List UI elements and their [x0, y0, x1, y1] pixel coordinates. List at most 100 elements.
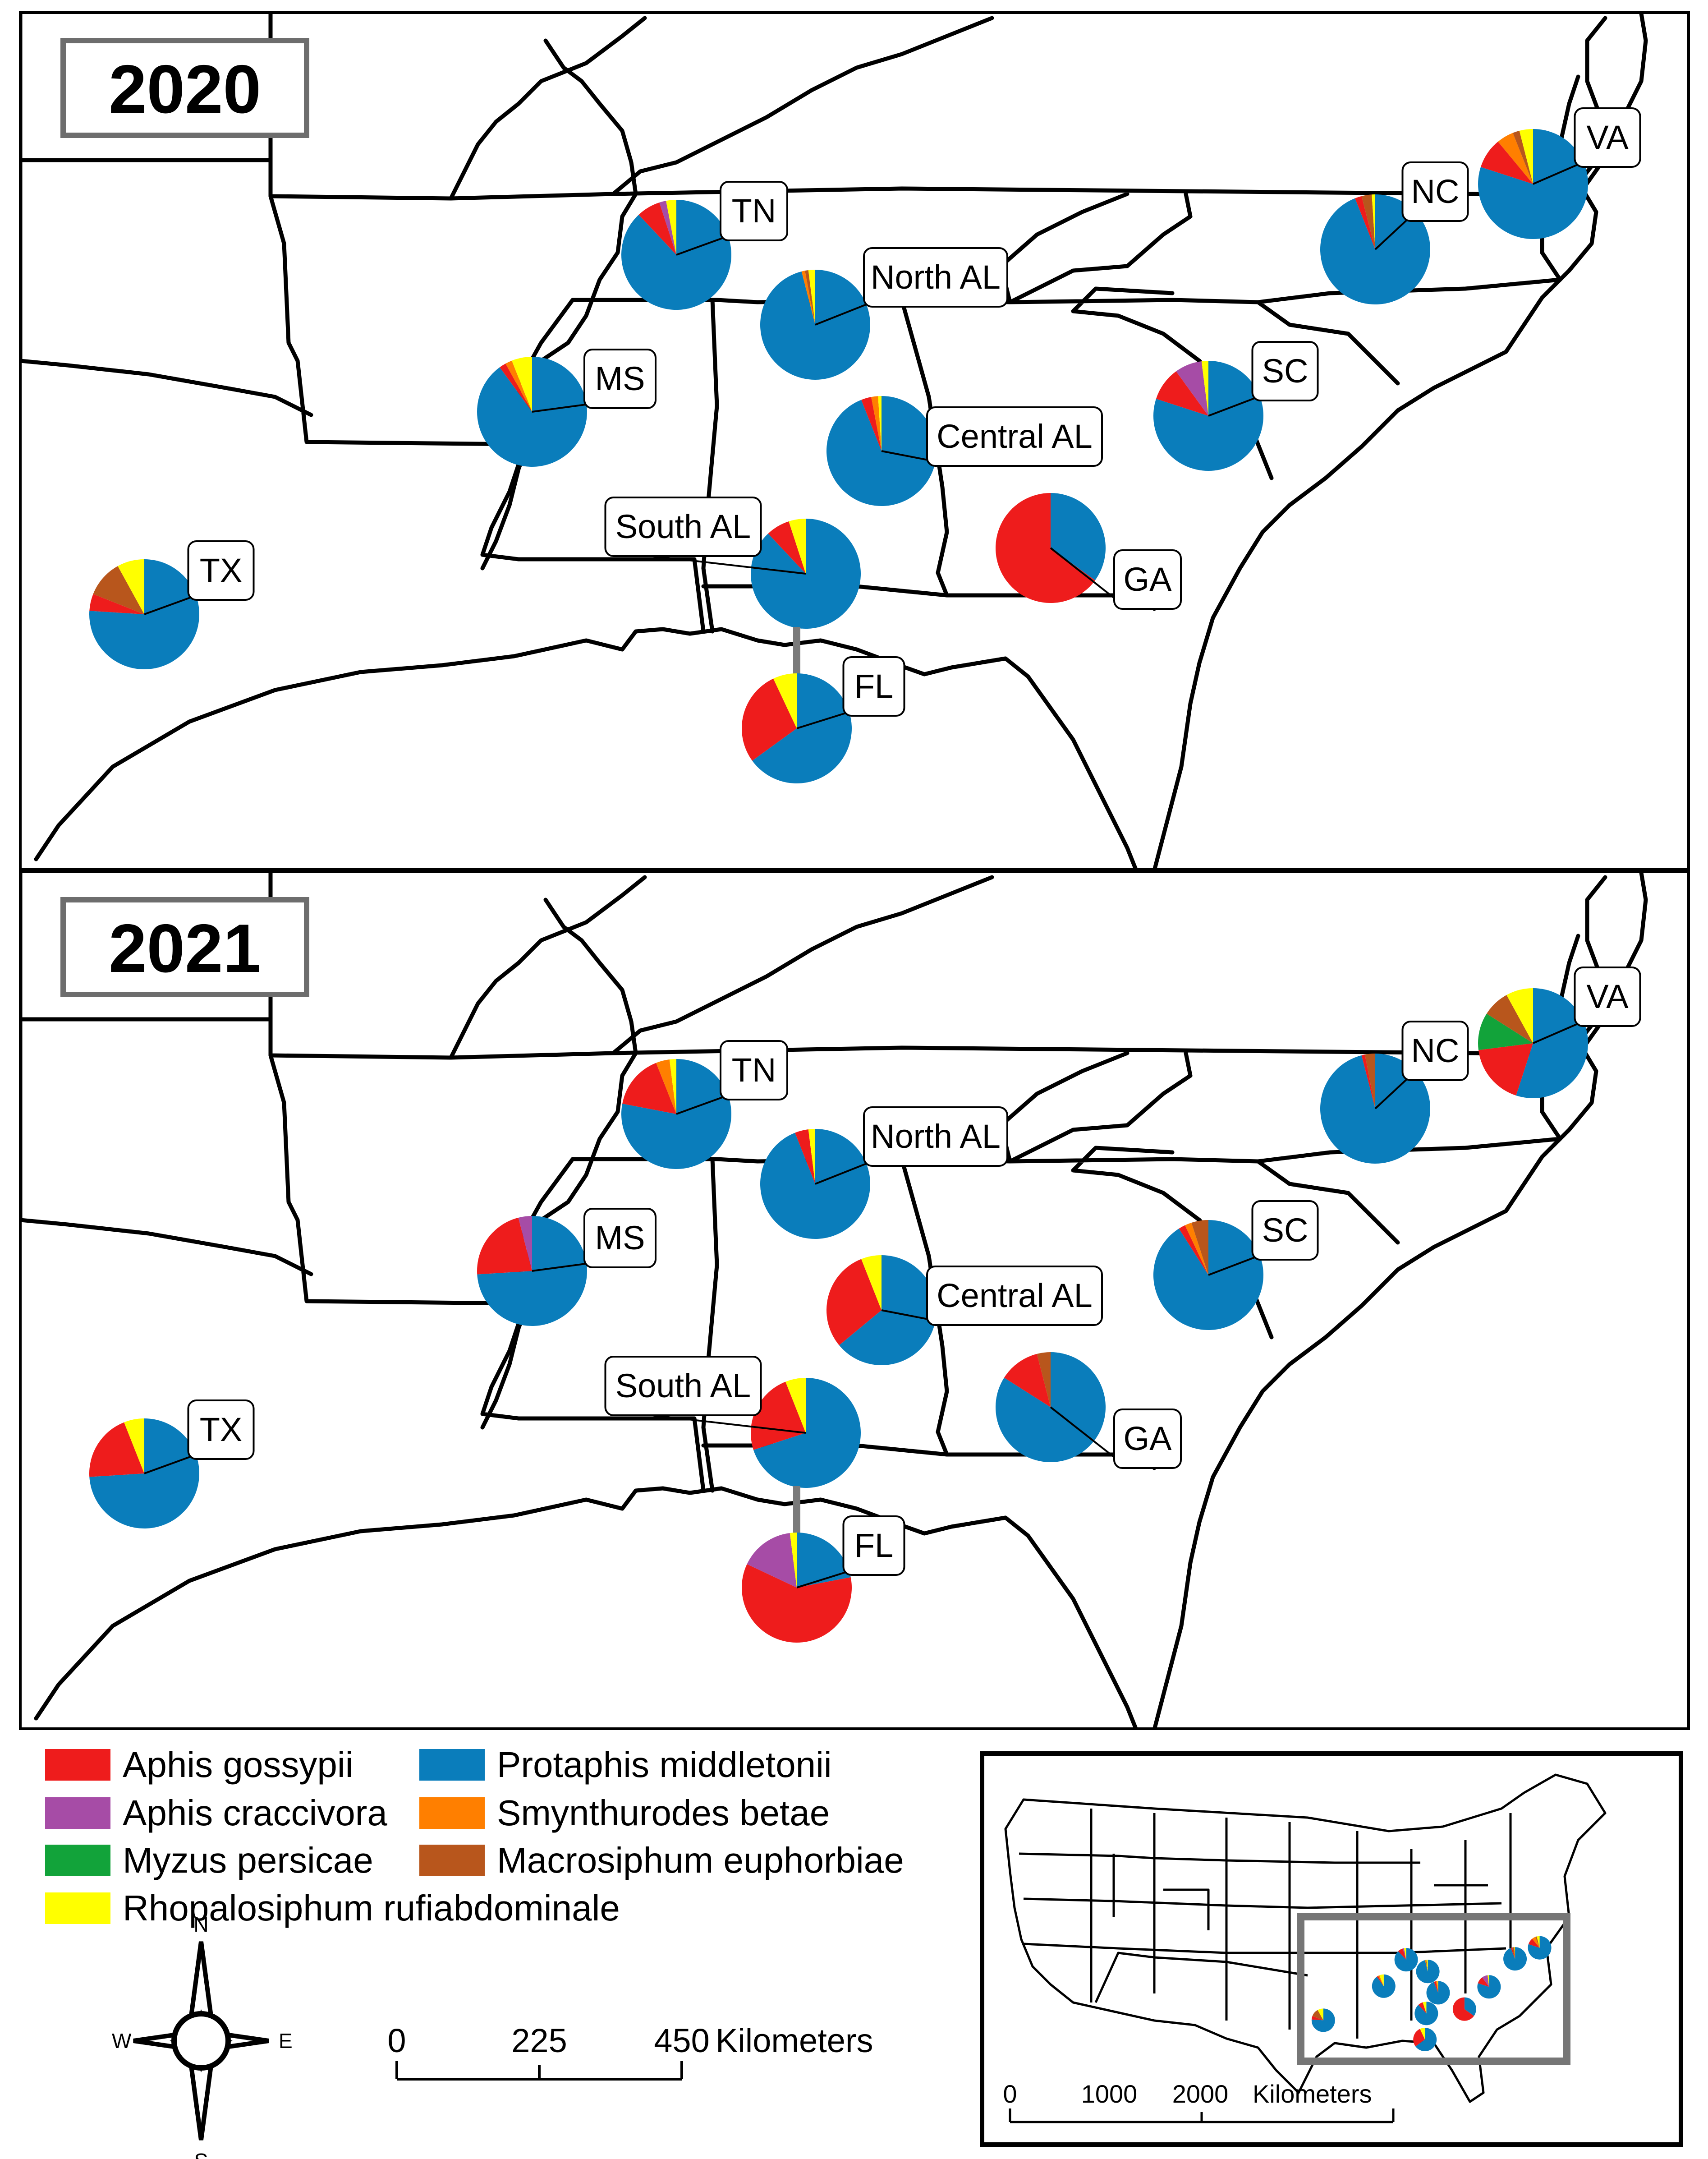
site-label-box: [863, 1106, 1008, 1167]
site-tn: TN: [621, 181, 788, 310]
inset-south-al-slice-aphis-gossypii: [1418, 2002, 1427, 2014]
pie-nc-slice-protaphis-middletonii: [1320, 1054, 1430, 1164]
inset-north-al-slice-smynthurodes-betae: [1425, 1960, 1428, 1972]
legend-item-protaphis-middletonii: Protaphis middletonii: [419, 1745, 832, 1785]
inset-marker-central-al: [1426, 1981, 1450, 2005]
pie-va-slice-smynthurodes-betae: [1498, 133, 1533, 184]
inset-va-slice-protaphis-middletonii: [1528, 1936, 1552, 1960]
site-leader-line: [532, 1262, 593, 1272]
pie-south-al-slice-rhopalosiphum-rufiabdominale: [785, 1378, 806, 1433]
compass-w-label: W: [112, 2029, 132, 2053]
pie-tn-slice-aphis-craccivora: [659, 201, 676, 255]
inset-scale-tick-1000: 1000: [1081, 2080, 1138, 2108]
pie-fl-slice-protaphis-middletonii: [797, 1533, 851, 1588]
site-leader-line: [1533, 161, 1584, 185]
pie-sc-slice-rhopalosiphum-rufiabdominale: [1201, 361, 1208, 416]
pie-ms-slice-aphis-gossypii: [477, 1217, 532, 1275]
site-label-text: North AL: [871, 258, 1001, 296]
site-leader-line: [881, 1309, 936, 1321]
pie-sc-slice-smynthurodes-betae: [1185, 1222, 1208, 1275]
site-label-box: [926, 1266, 1103, 1326]
river-outline: [480, 38, 638, 571]
panel-frame: [19, 870, 1690, 1730]
map-panel-2020: 2020 TN North AL MS Central AL South AL TX GA FL…: [19, 11, 1690, 871]
pie-tn-slice-aphis-gossypii: [622, 1063, 676, 1114]
legend-swatch: [419, 1797, 485, 1829]
scale-bar: 0 225 450 Kilometers: [387, 2022, 873, 2081]
pie-north-al: [760, 1129, 870, 1239]
site-tx: TX: [89, 540, 255, 669]
inset-va-slice-aphis-gossypii: [1528, 1938, 1540, 1948]
inset-marker-tx: [1311, 2008, 1335, 2032]
pie-ga: [995, 493, 1106, 603]
legend-item-aphis-craccivora: Aphis craccivora: [45, 1793, 387, 1833]
pie-central-al-slice-aphis-gossypii: [826, 1259, 882, 1345]
compass-n-label: N: [193, 1913, 208, 1936]
pie-tx-slice-aphis-gossypii: [89, 1422, 144, 1477]
pie-tx-slice-rhopalosiphum-rufiabdominale: [124, 1418, 144, 1473]
compass-e-label: E: [279, 2029, 293, 2053]
legend-swatch: [419, 1749, 485, 1781]
inset-us-outline: [1004, 1773, 1607, 2103]
inset-ga-slice-protaphis-middletonii: [1464, 1997, 1476, 2016]
pie-tx-slice-macrosiphum-euphorbiae: [93, 566, 144, 614]
site-label-text: NC: [1411, 1032, 1460, 1069]
site-label-text: VA: [1586, 978, 1629, 1015]
pie-north-al-slice-aphis-gossypii: [795, 1129, 815, 1184]
site-leader-line: [532, 403, 593, 413]
inset-sc-slice-aphis-craccivora: [1482, 1975, 1489, 1987]
pie-ms-slice-aphis-gossypii: [500, 364, 532, 412]
site-tn: TN: [621, 1040, 788, 1169]
legend-item-aphis-gossypii: Aphis gossypii: [45, 1745, 353, 1785]
inset-ga-slice-aphis-gossypii: [1452, 1997, 1474, 2021]
pie-va: [1478, 988, 1588, 1098]
site-leader-line: [815, 301, 872, 326]
pie-ms: [477, 357, 587, 467]
pie-south-al-slice-protaphis-middletonii: [753, 1378, 861, 1488]
year-text: 2020: [109, 51, 261, 128]
pie-central-al-slice-aphis-gossypii: [861, 397, 882, 451]
site-central-al: Central AL: [826, 1255, 1103, 1365]
inset-marker-tn: [1394, 1948, 1418, 1972]
site-label-box: [926, 406, 1103, 467]
inset-tx-slice-rhopalosiphum-rufiabdominale: [1318, 2008, 1323, 2021]
site-label-box: [1401, 1021, 1469, 1081]
site-label-text: VA: [1586, 119, 1629, 156]
inset-tx-slice-protaphis-middletonii: [1311, 2008, 1335, 2032]
north-arrow-compass: N S E W: [112, 1913, 293, 2159]
pie-ms-slice-protaphis-middletonii: [477, 357, 587, 467]
compass-center-circle: [171, 2011, 231, 2071]
inset-tx-slice-aphis-gossypii: [1311, 2016, 1323, 2021]
site-ga: GA: [996, 1352, 1182, 1469]
pie-va-slice-myzus-persicae: [1478, 1013, 1533, 1050]
site-va: VA: [1478, 967, 1641, 1098]
inset-scale-tick-0: 0: [1003, 2080, 1017, 2108]
site-leader-line: [144, 594, 197, 615]
inset-ms-slice-smynthurodes-betae: [1378, 1975, 1384, 1986]
pie-north-al-slice-rhopalosiphum-rufiabdominale: [808, 270, 815, 325]
pie-south-al-slice-aphis-gossypii: [768, 521, 806, 574]
site-leader-line: [144, 1454, 197, 1474]
site-label-box: [1574, 967, 1641, 1027]
site-label-text: SC: [1262, 1211, 1309, 1249]
inset-ms-slice-rhopalosiphum-rufiabdominale: [1379, 1974, 1384, 1986]
site-label-box: [1251, 341, 1319, 401]
legend-label: Myzus persicae: [123, 1840, 373, 1880]
site-label-text: Central AL: [937, 418, 1093, 455]
site-leader-line: [881, 450, 936, 462]
site-label-box: [604, 1356, 762, 1416]
site-label-box: [863, 247, 1008, 308]
compass-s-label: S: [194, 2149, 208, 2159]
year-label: 2020: [60, 38, 309, 138]
pie-tn-slice-aphis-gossypii: [638, 202, 676, 255]
inset-study-area-box: [1297, 1913, 1570, 2065]
scale-tick-0: 0: [387, 2022, 406, 2059]
pie-south-al-slice-aphis-gossypii: [750, 1381, 806, 1450]
pie-fl: [742, 673, 852, 783]
pie-central-al: [826, 1255, 937, 1365]
pie-nc-slice-aphis-gossypii: [1361, 1054, 1375, 1109]
legend-label: Aphis gossypii: [123, 1745, 353, 1785]
site-leader-line: [1208, 395, 1261, 417]
inset-marker-nc: [1503, 1947, 1527, 1971]
